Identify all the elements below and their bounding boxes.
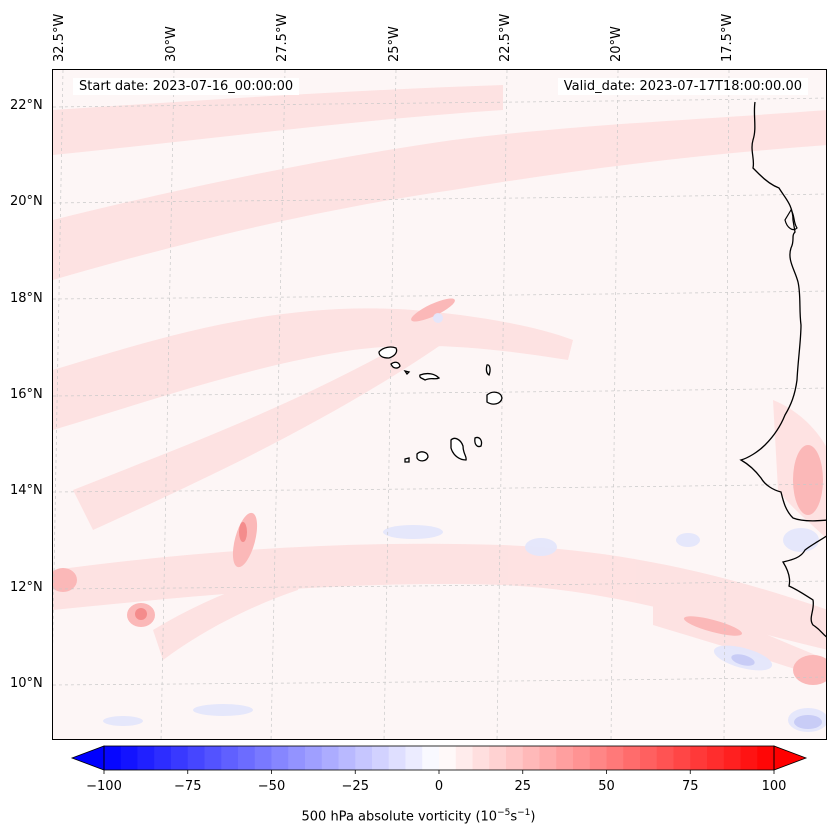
colorbar-level [707,746,725,770]
lat-label-22n: 22°N [10,98,43,113]
colorbar-ticks: −100 −75 −50 −25 0 25 50 75 100 [86,770,786,794]
colorbar-level [740,746,758,770]
colorbar-level [321,746,339,770]
colorbar: −100 −75 −50 −25 0 25 50 75 100 [70,745,808,794]
colorbar-level [489,746,507,770]
island-brava [404,457,410,463]
colorbar-tick-label: 25 [514,779,531,794]
colorbar-level [238,746,256,770]
colorbar-tick-label: −75 [174,779,201,794]
colorbar-level [606,746,624,770]
colorbar-level [221,746,239,770]
lon-label-32-5w: 32.5°W [52,13,67,62]
colorbar-level [522,746,540,770]
colorbar-level [539,746,557,770]
colorbar-level [690,746,708,770]
positive-vorticity-areas [53,85,826,680]
colorbar-level [673,746,691,770]
colorbar-level [589,746,607,770]
colorbar-level [338,746,356,770]
graticule [53,70,826,739]
lon-label-30w: 30°W [164,26,179,62]
island-boa-vista [486,391,503,405]
colorbar-level [388,746,406,770]
peak-positive-spots [135,522,247,620]
colorbar-level [472,746,490,770]
colorbar-level [422,746,440,770]
colorbar-tick-label: −50 [258,779,285,794]
lon-label-17-5w: 17.5°W [720,13,735,62]
colorbar-level [288,746,306,770]
coastline-islet [784,208,798,231]
lon-label-25w: 25°W [387,26,402,62]
colorbar-label: 500 hPa absolute vorticity (10−5s−1) [301,808,536,825]
colorbar-level [154,746,172,770]
lon-label-27-5w: 27.5°W [275,13,290,62]
colorbar-level [723,746,741,770]
colorbar-level [137,746,155,770]
lat-label-12n: 12°N [10,580,43,595]
colorbar-level [556,746,574,770]
start-date-label: Start date: 2023-07-16_00:00:00 [73,78,300,95]
lat-label-20n: 20°N [10,194,43,209]
colorbar-level [104,746,122,770]
colorbar-level [171,746,189,770]
colorbar-level [439,746,457,770]
colorbar-level [640,746,658,770]
island-santo-antao [378,346,398,359]
colorbar-tick-label: 75 [682,779,699,794]
colorbar-level [573,746,591,770]
island-sao-nicolau [419,372,441,381]
lat-label-16n: 16°N [10,387,43,402]
island-maio [474,436,483,448]
colorbar-tick-label: 0 [435,779,443,794]
island-fogo [416,451,429,462]
island-santiago [450,437,467,461]
lat-label-18n: 18°N [10,291,43,306]
colorbar-level [506,746,524,770]
lon-label-20w: 20°W [609,26,624,62]
lat-label-14n: 14°N [10,483,43,498]
africa-coastline [739,101,826,522]
colorbar-tick-label: 100 [762,779,787,794]
colorbar-level [455,746,473,770]
vorticity-map: Start date: 2023-07-16_00:00:00 Valid_da… [52,69,827,740]
colorbar-level [623,746,641,770]
colorbar-level [757,746,775,770]
colorbar-tick-label: 50 [598,779,615,794]
colorbar-min-extension [70,745,105,771]
colorbar-level [656,746,674,770]
colorbar-max-extension [773,745,808,771]
cabo-verde-islands [378,346,503,463]
island-sao-vicente [390,361,401,369]
colorbar-level [372,746,390,770]
colorbar-level [271,746,289,770]
africa-coastline-south [781,535,826,638]
colorbar-tick-label: −100 [86,779,122,794]
strong-negative-spots [731,654,822,729]
lon-label-22-5w: 22.5°W [498,13,513,62]
lat-label-10n: 10°N [10,676,43,691]
colorbar-level [187,746,205,770]
colorbar-levels [104,746,775,770]
island-sal [485,364,491,376]
colorbar-level [305,746,323,770]
colorbar-tick-label: −25 [342,779,369,794]
valid-date-label: Valid_date: 2023-07-17T18:00:00.00 [557,78,808,95]
island-santa-luzia [403,369,411,376]
colorbar-level [355,746,373,770]
colorbar-level [120,746,138,770]
vorticity-field [53,70,826,739]
colorbar-level [204,746,222,770]
colorbar-level [405,746,423,770]
colorbar-level [254,746,272,770]
